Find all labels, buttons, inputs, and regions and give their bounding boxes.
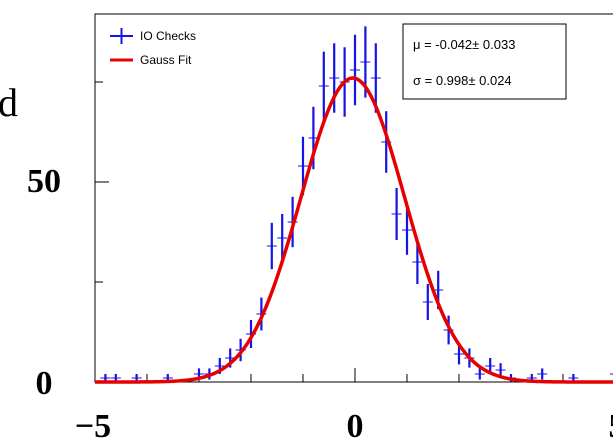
fit-stats-box: μ = -0.042± 0.033 σ = 0.998± 0.024 bbox=[402, 23, 567, 100]
x-tick-label-minus5: −5 bbox=[75, 408, 111, 443]
stats-mu-value: μ = -0.042± 0.033 bbox=[413, 37, 515, 52]
y-axis-label-fragment: d bbox=[0, 80, 18, 125]
legend-gauss-fit-label: Gauss Fit bbox=[140, 53, 192, 67]
x-tick-label-5: 5 bbox=[609, 408, 613, 443]
stats-sigma-value: σ = 0.998± 0.024 bbox=[413, 73, 512, 88]
y-tick-label-50: 50 bbox=[27, 163, 61, 200]
legend-io-checks-label: IO Checks bbox=[140, 29, 196, 43]
x-tick-label-0: 0 bbox=[347, 408, 364, 443]
y-tick-label-0: 0 bbox=[36, 365, 53, 402]
gauss-fit-curve bbox=[95, 76, 613, 384]
stats-box-frame bbox=[402, 23, 567, 100]
legend: IO Checks Gauss Fit bbox=[110, 28, 196, 67]
y-axis-ticks bbox=[95, 81, 109, 383]
plot-frame bbox=[94, 13, 613, 383]
